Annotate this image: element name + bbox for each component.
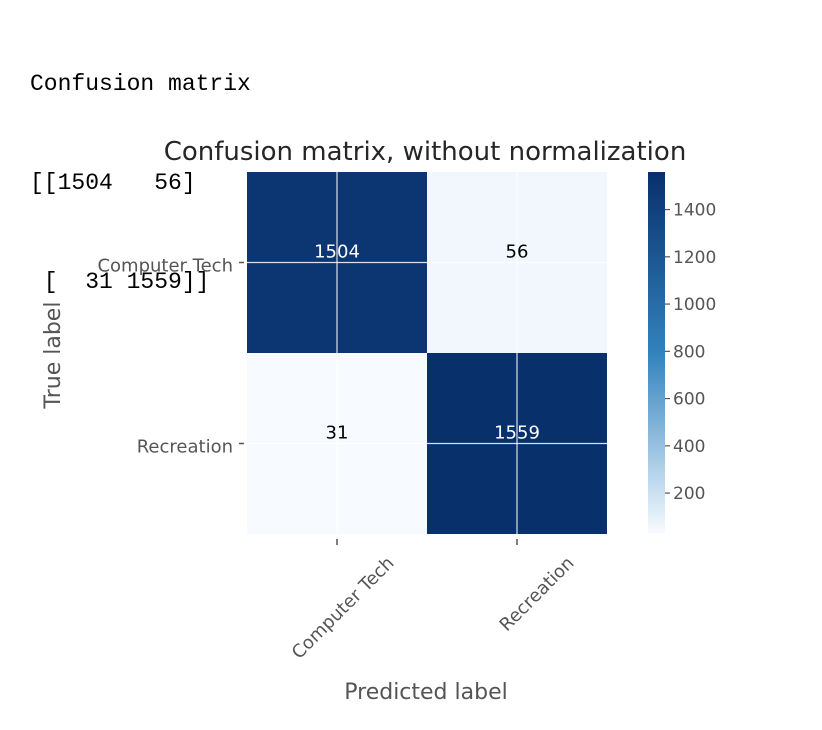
- colorbar-ticks: 200 400 600 800 1000 1200 1400: [665, 201, 716, 504]
- colorbar-tick-label: 800: [673, 342, 705, 362]
- colorbar-tick-label: 1200: [673, 248, 716, 268]
- chart-title: Confusion matrix, without normalization: [164, 137, 687, 167]
- heatmap-cells: [247, 172, 607, 534]
- console-line-2: [ 31 1559]]: [30, 269, 210, 295]
- cell-value-labels: 1504 56 31 1559: [314, 242, 540, 444]
- y-tick-label: Recreation: [137, 437, 233, 458]
- heatmap-grid: [247, 172, 607, 534]
- colorbar-tick-label: 1400: [673, 201, 716, 221]
- console-heading: Confusion matrix: [30, 71, 251, 97]
- cell-value-label: 31: [326, 423, 349, 444]
- x-axis-label: Predicted label: [344, 680, 507, 705]
- x-tick-label: Computer Tech: [288, 553, 399, 664]
- colorbar-tick-label: 200: [673, 484, 705, 504]
- colorbar-tick-label: 600: [673, 390, 705, 410]
- colorbar: [648, 172, 665, 533]
- colorbar-tick-label: 400: [673, 437, 705, 457]
- x-axis-ticks: Computer Tech Recreation: [288, 539, 579, 663]
- y-axis-label: True label: [41, 302, 66, 410]
- console-line-1: [[1504 56]: [30, 170, 196, 196]
- console-output: Confusion matrix [[1504 56] [ 31 1559]]: [30, 2, 251, 332]
- cell-value-label: 1559: [494, 423, 540, 444]
- y-tick-label: Computer Tech: [97, 256, 233, 277]
- colorbar-tick-label: 1000: [673, 295, 716, 315]
- y-axis-ticks: Computer Tech Recreation: [97, 256, 244, 458]
- x-tick-label: Recreation: [496, 553, 579, 636]
- cell-value-label: 56: [506, 242, 529, 263]
- cell-value-label: 1504: [314, 242, 360, 263]
